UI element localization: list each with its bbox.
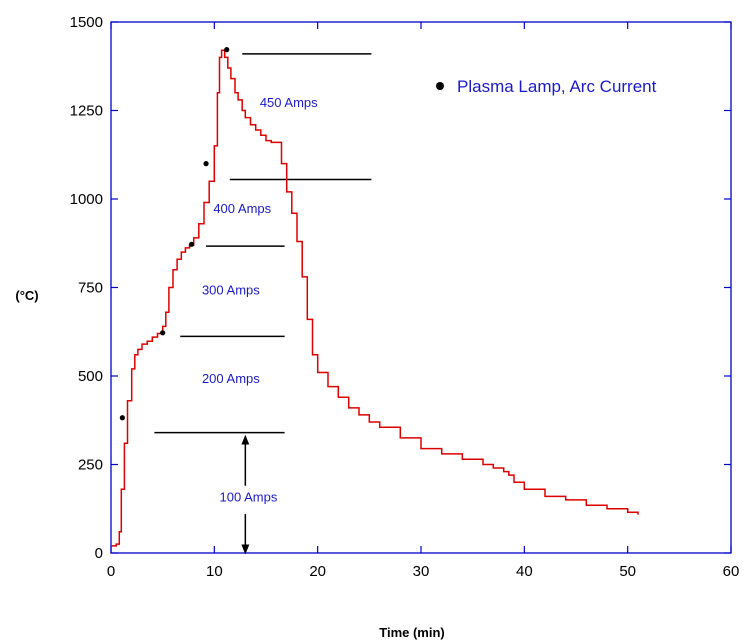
x-tick-label: 20 — [309, 563, 326, 580]
band-label: 100 Amps — [220, 490, 278, 505]
y-tick-label: 750 — [78, 280, 103, 297]
band-label-layer: 450 Amps 400 Amps 300 Amps 200 Amps 100 Amps — [202, 95, 318, 505]
x-tick-label: 60 — [723, 563, 740, 580]
y-tick-label: 250 — [78, 457, 103, 474]
x-tick-label: 40 — [516, 563, 533, 580]
band-label: 300 Amps — [202, 283, 260, 298]
band-label: 400 Amps — [213, 201, 271, 216]
x-tick-label: 50 — [619, 563, 636, 580]
y-tick-label: 1250 — [70, 103, 103, 120]
arc-current-point — [203, 161, 209, 167]
temperature-curve — [111, 49, 639, 547]
x-tick-label: 10 — [206, 563, 223, 580]
y-tick-label: 1000 — [70, 191, 103, 208]
series-layer — [111, 47, 639, 547]
y-tick-label: 500 — [78, 368, 103, 385]
arc-current-point — [160, 330, 166, 336]
x-tick-label: 0 — [107, 563, 115, 580]
x-tick-label: 30 — [413, 563, 430, 580]
ticks-layer: 0 10 20 30 40 50 60 0 250 500 750 1000 1250 1500 — [70, 14, 740, 580]
legend-marker-icon — [436, 82, 444, 90]
y-tick-label: 1500 — [70, 14, 103, 31]
legend: Plasma Lamp, Arc Current — [436, 77, 657, 96]
x-axis-title: Time (min) — [379, 625, 445, 640]
band-label: 450 Amps — [260, 95, 318, 110]
y-axis-title: (°C) — [15, 288, 38, 303]
y-tick-label: 0 — [95, 545, 103, 562]
arc-current-point — [189, 241, 195, 247]
arc-current-point — [224, 47, 230, 53]
legend-label: Plasma Lamp, Arc Current — [457, 77, 657, 96]
band-lines-layer — [154, 53, 372, 434]
arc-current-point — [119, 415, 125, 421]
band-label: 200 Amps — [202, 371, 260, 386]
